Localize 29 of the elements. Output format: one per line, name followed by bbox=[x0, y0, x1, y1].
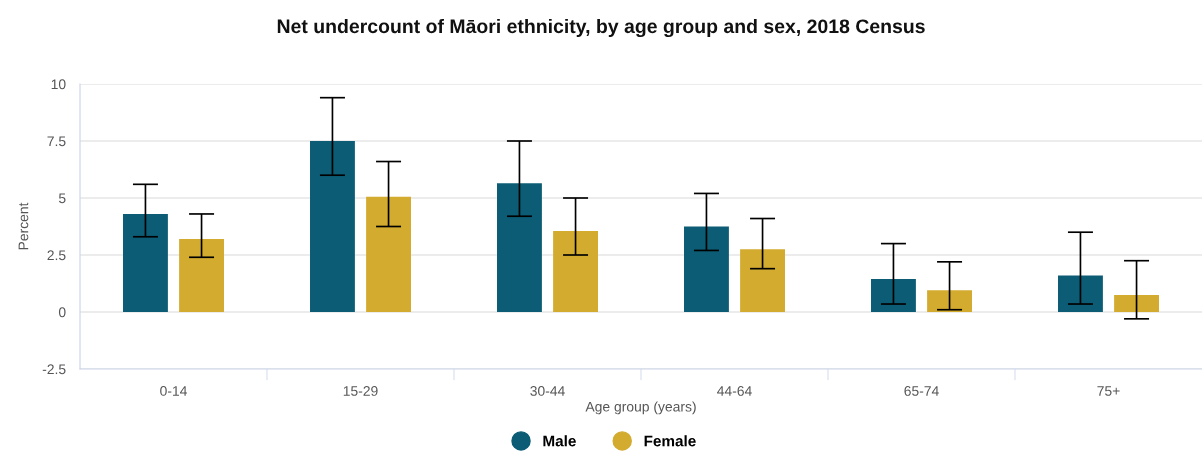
bar bbox=[684, 226, 729, 312]
bar bbox=[927, 290, 972, 312]
y-axis-title: Percent bbox=[18, 202, 29, 250]
x-tick-label: 65-74 bbox=[904, 386, 939, 396]
x-tick-label: 75+ bbox=[1097, 386, 1120, 396]
x-tick-label: 0-14 bbox=[160, 386, 187, 396]
y-tick-label: 0 bbox=[58, 307, 66, 318]
y-tick-label: 2.5 bbox=[47, 250, 66, 261]
x-tick-label: 30-44 bbox=[530, 386, 565, 396]
bar bbox=[1058, 275, 1103, 312]
y-tick-label: 7.5 bbox=[47, 136, 66, 147]
bar bbox=[179, 239, 224, 312]
bar bbox=[123, 213, 168, 312]
y-tick-label: -2.5 bbox=[42, 364, 66, 375]
bar bbox=[310, 141, 355, 312]
legend-label: Male bbox=[543, 435, 576, 447]
bar bbox=[553, 231, 598, 312]
x-tick-label: 15-29 bbox=[343, 386, 378, 396]
bar bbox=[366, 196, 411, 312]
bar bbox=[740, 249, 785, 312]
legend-label: Female bbox=[644, 435, 696, 447]
y-tick-label: 10 bbox=[51, 79, 66, 90]
y-tick-label: 5 bbox=[58, 193, 66, 204]
bar bbox=[1114, 294, 1159, 312]
bar bbox=[497, 183, 542, 312]
x-axis-title: Age group (years) bbox=[585, 401, 696, 415]
x-tick-label: 44-64 bbox=[717, 386, 752, 396]
bar bbox=[871, 278, 916, 312]
chart-title: Net undercount of Māori ethnicity, by age group and sex, 2018 Census bbox=[277, 18, 925, 38]
